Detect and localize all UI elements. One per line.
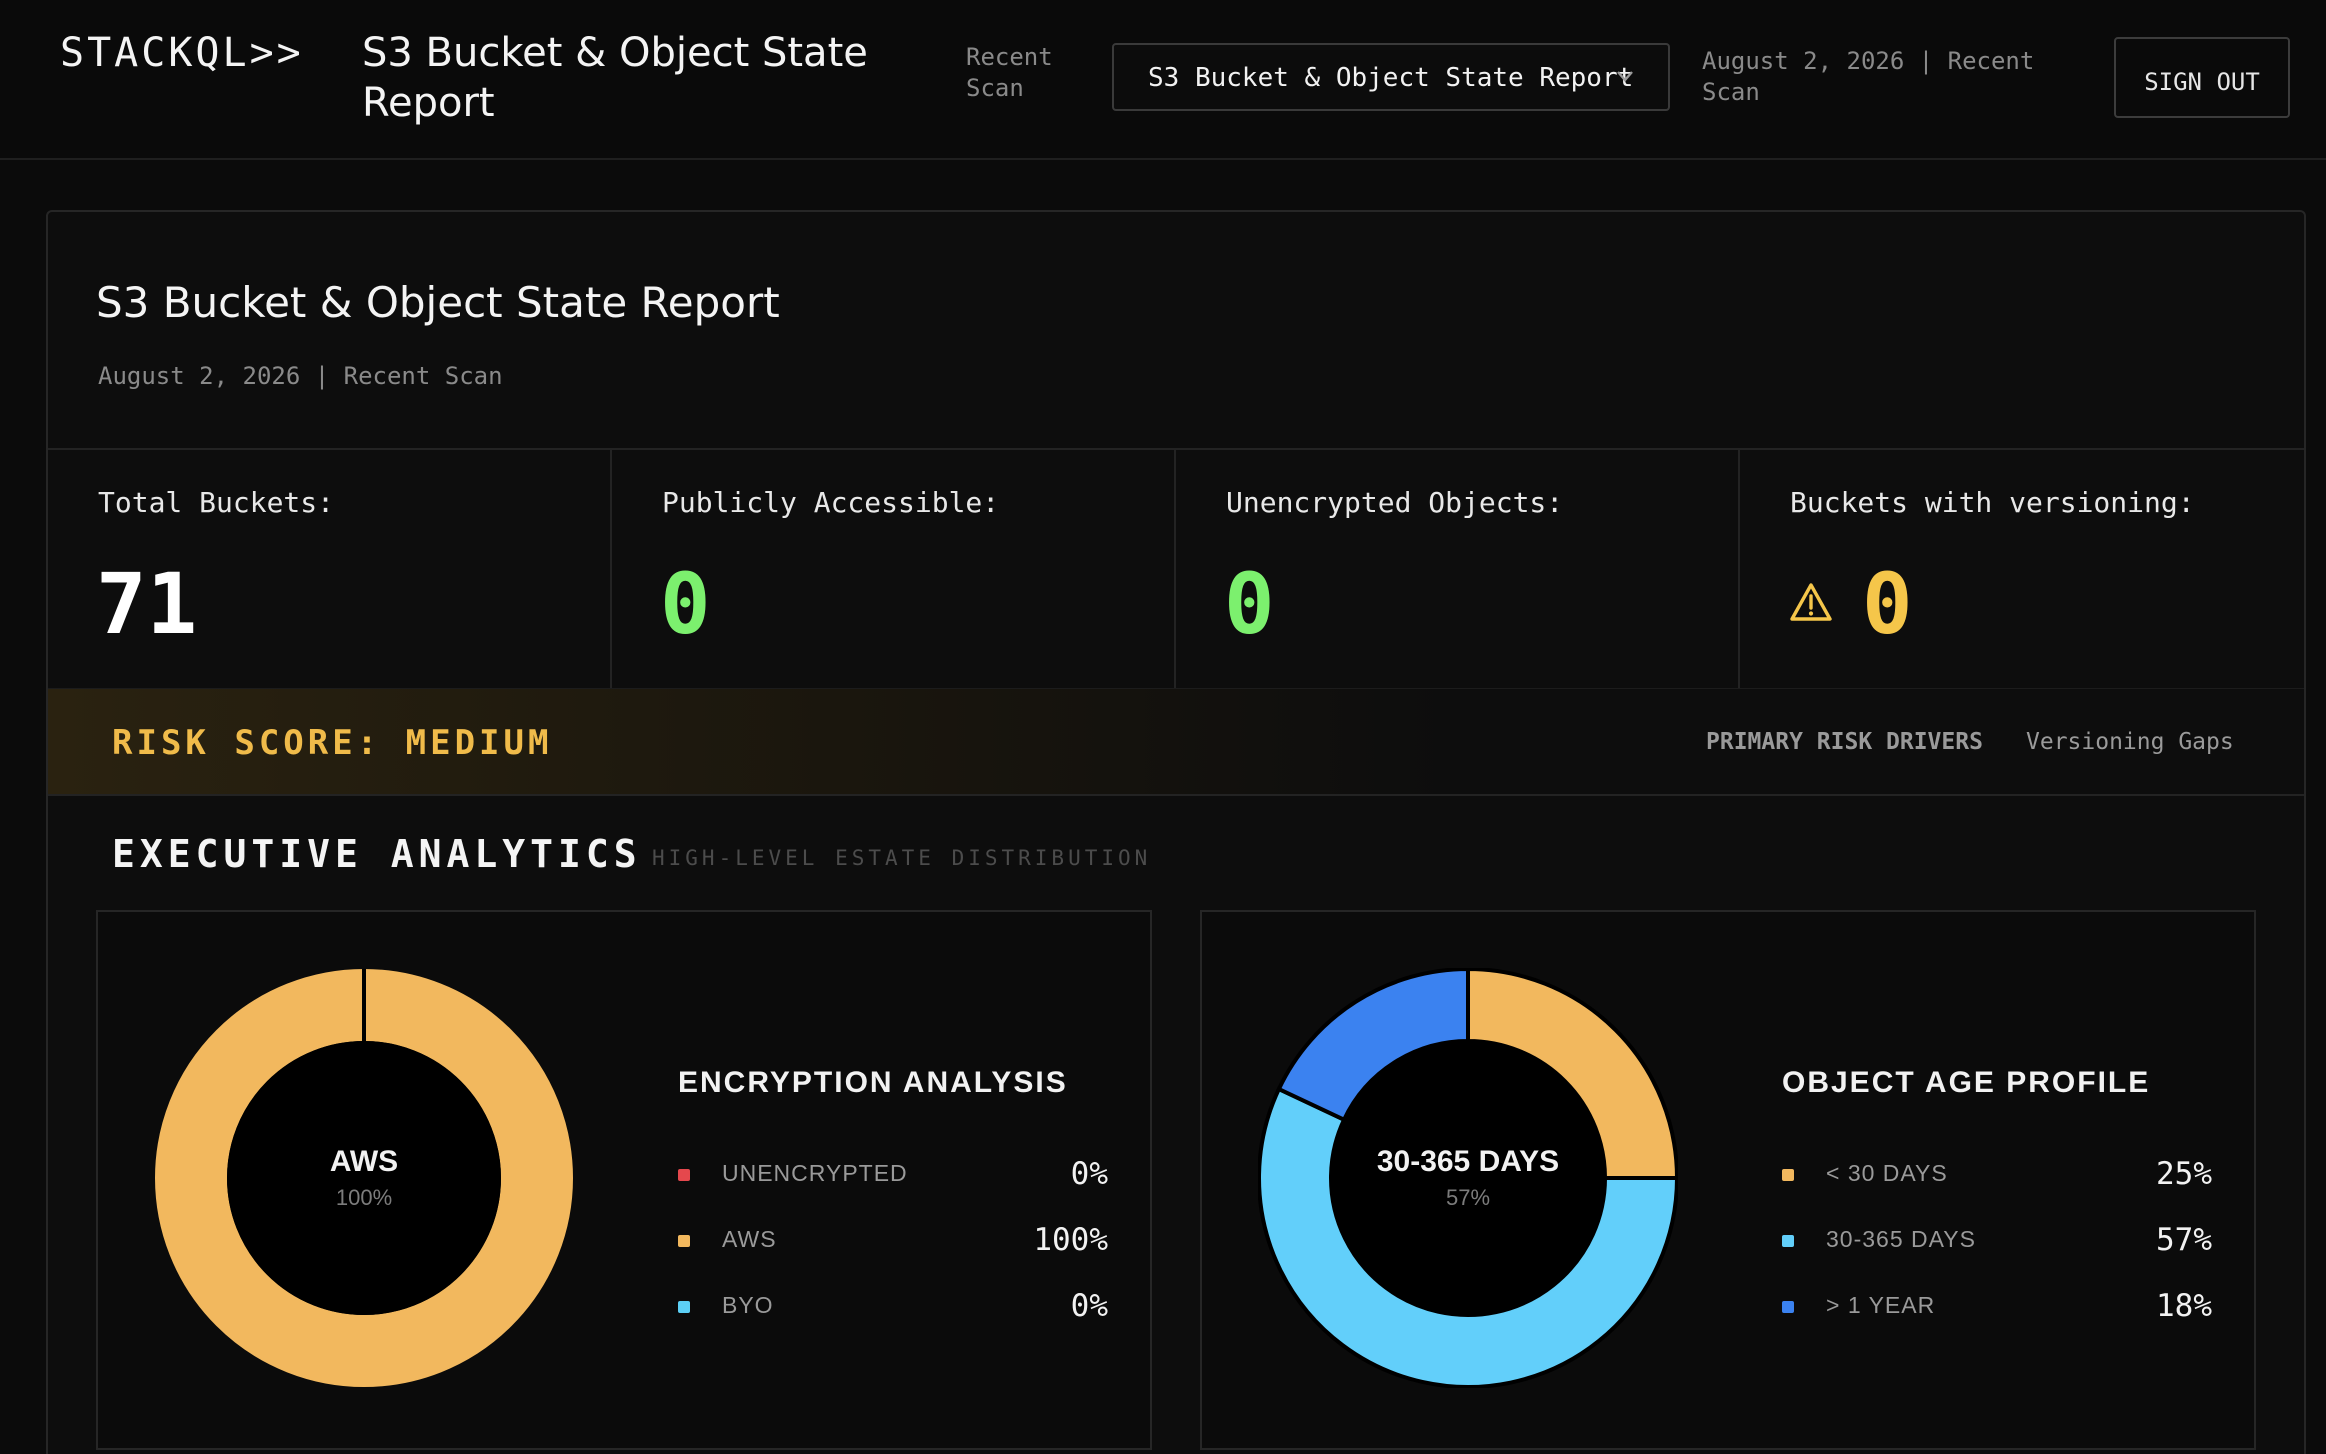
legend-swatch bbox=[678, 1301, 690, 1313]
legend-swatch bbox=[678, 1235, 690, 1247]
report-date: August 2, 2026 | Recent Scan bbox=[98, 362, 503, 390]
stat-value: 0 bbox=[1224, 555, 1275, 653]
donut-center-value: 57% bbox=[1445, 1185, 1491, 1210]
stat-label: Unencrypted Objects: bbox=[1226, 486, 1564, 519]
donut-slice-1-year[interactable] bbox=[1276, 968, 1470, 1123]
legend-swatch bbox=[1782, 1169, 1794, 1181]
chart-legend: < 30 DAYS 25% 30-365 DAYS 57% > 1 YEAR 1… bbox=[1782, 1156, 2212, 1358]
legend-swatch bbox=[1782, 1235, 1794, 1247]
legend-value: 57% bbox=[2156, 1222, 2212, 1258]
object-age-donut-chart bbox=[1258, 968, 1678, 1388]
legend-swatch bbox=[1782, 1301, 1794, 1313]
donut-center: AWS 100% bbox=[154, 968, 574, 1388]
report-selector-dropdown[interactable]: S3 Bucket & Object State Report bbox=[1112, 43, 1670, 111]
donut-center-value: 100% bbox=[335, 1185, 393, 1210]
top-bar: STACKQL>> S3 Bucket & Object State Repor… bbox=[0, 0, 2326, 160]
legend-label: UNENCRYPTED bbox=[722, 1160, 908, 1186]
stackql-logo[interactable]: STACKQL>> bbox=[60, 30, 304, 76]
scan-label: Recent Scan bbox=[966, 43, 1053, 102]
chart-legend: UNENCRYPTED 0% AWS 100% BYO 0% bbox=[678, 1156, 1108, 1358]
chart-title: OBJECT AGE PROFILE bbox=[1782, 1066, 2151, 1099]
section-subtitle: HIGH-LEVEL ESTATE DISTRIBUTION bbox=[652, 846, 1152, 870]
risk-score-banner: RISK SCORE: MEDIUM PRIMARY RISK DRIVERS … bbox=[48, 688, 2304, 796]
stat-buckets-versioning: Buckets with versioning: 0 bbox=[1740, 450, 2304, 690]
legend-label: > 1 YEAR bbox=[1826, 1292, 1936, 1318]
section-title: EXECUTIVE ANALYTICS bbox=[112, 832, 642, 876]
header-scan-date: August 2, 2026 | Recent Scan bbox=[1702, 47, 2035, 106]
donut-center-label: 30-365 DAYS bbox=[1376, 1145, 1560, 1178]
stat-label: Publicly Accessible: bbox=[662, 486, 1000, 519]
encryption-analysis-panel: AWS 100% ENCRYPTION ANALYSIS UNENCRYPTED… bbox=[96, 910, 1152, 1450]
legend-label: AWS bbox=[722, 1226, 777, 1252]
legend-item: AWS 100% bbox=[678, 1222, 1108, 1292]
stat-value: 71 bbox=[96, 555, 198, 653]
primary-risk-drivers-value: Versioning Gaps bbox=[2026, 729, 2234, 755]
legend-value: 18% bbox=[2156, 1288, 2212, 1324]
warning-icon bbox=[1790, 583, 1832, 621]
stat-value: 0 bbox=[660, 555, 711, 653]
legend-item: 30-365 DAYS 57% bbox=[1782, 1222, 2212, 1292]
report-card: S3 Bucket & Object State Report August 2… bbox=[46, 210, 2306, 1454]
report-selector-value: S3 Bucket & Object State Report bbox=[1148, 63, 1634, 93]
legend-value: 0% bbox=[1070, 1156, 1108, 1192]
donut-center-label: AWS bbox=[329, 1145, 399, 1178]
risk-score: RISK SCORE: MEDIUM bbox=[112, 723, 553, 763]
stat-value: 0 bbox=[1862, 555, 1913, 653]
chart-title: ENCRYPTION ANALYSIS bbox=[678, 1066, 1068, 1099]
legend-swatch bbox=[678, 1169, 690, 1181]
header-report-title: S3 Bucket & Object State Report bbox=[362, 30, 868, 126]
stat-publicly-accessible: Publicly Accessible: 0 bbox=[612, 450, 1176, 690]
chevron-down-icon bbox=[1617, 71, 1633, 82]
legend-label: 30-365 DAYS bbox=[1826, 1226, 1976, 1252]
legend-item: < 30 DAYS 25% bbox=[1782, 1156, 2212, 1226]
legend-value: 0% bbox=[1070, 1288, 1108, 1324]
object-age-profile-panel: 30-365 DAYS 57% OBJECT AGE PROFILE < 30 … bbox=[1200, 910, 2256, 1450]
legend-item: UNENCRYPTED 0% bbox=[678, 1156, 1108, 1226]
stat-label: Total Buckets: bbox=[98, 486, 335, 519]
donut-hole bbox=[227, 1041, 501, 1315]
stats-row: Total Buckets: 71 Publicly Accessible: 0… bbox=[48, 448, 2304, 690]
stat-label: Buckets with versioning: bbox=[1790, 486, 2195, 519]
encryption-donut-chart bbox=[155, 969, 573, 1387]
legend-value: 25% bbox=[2156, 1156, 2212, 1192]
legend-value: 100% bbox=[1033, 1222, 1108, 1258]
stat-total-buckets: Total Buckets: 71 bbox=[48, 450, 612, 690]
sign-out-button[interactable]: SIGN OUT bbox=[2114, 37, 2290, 118]
legend-label: < 30 DAYS bbox=[1826, 1160, 1948, 1186]
donut-hole bbox=[1331, 1041, 1605, 1315]
legend-label: BYO bbox=[722, 1292, 774, 1318]
stat-unencrypted-objects: Unencrypted Objects: 0 bbox=[1176, 450, 1740, 690]
primary-risk-drivers-label: PRIMARY RISK DRIVERS bbox=[1706, 729, 1983, 755]
page-title: S3 Bucket & Object State Report bbox=[96, 278, 780, 327]
legend-item: > 1 YEAR 18% bbox=[1782, 1288, 2212, 1358]
legend-item: BYO 0% bbox=[678, 1288, 1108, 1358]
donut-center: 30-365 DAYS 57% bbox=[1258, 968, 1678, 1388]
